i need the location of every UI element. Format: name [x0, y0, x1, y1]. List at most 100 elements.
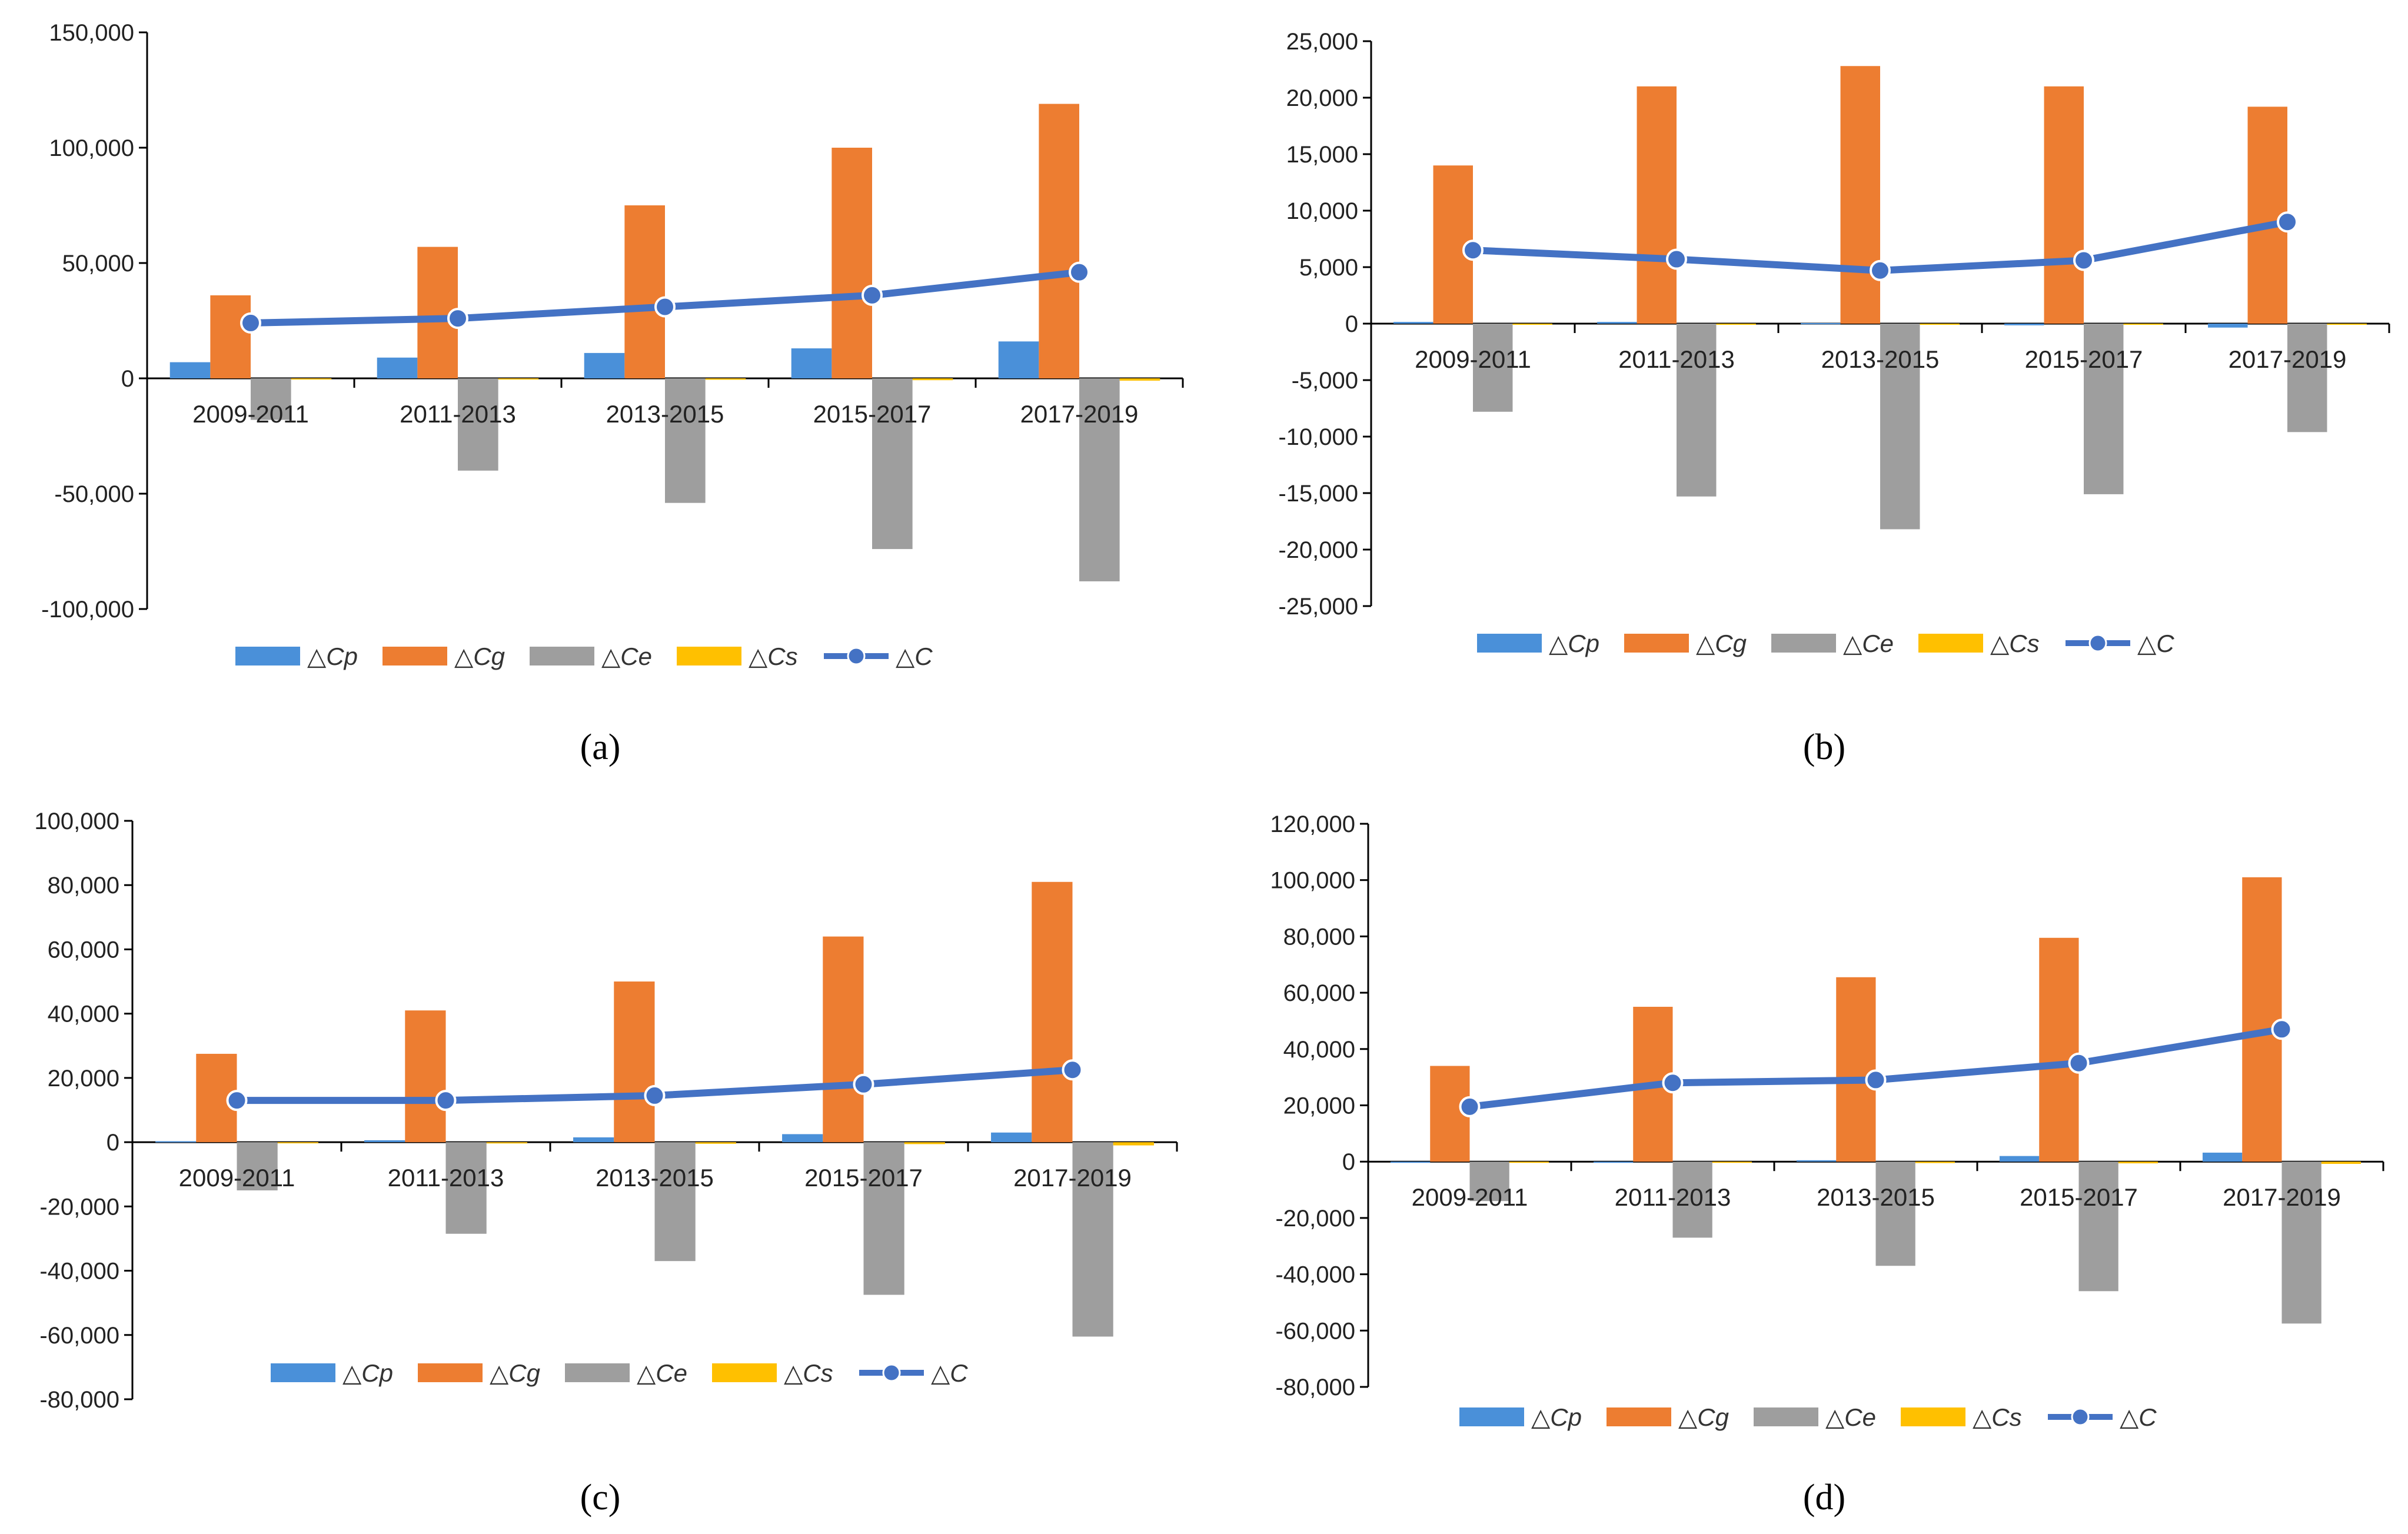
bar-dCp-2011-2013	[1593, 1162, 1634, 1163]
legend-label-dCe: △Ce	[637, 1359, 687, 1387]
bar-dCp-2015-2017	[2004, 324, 2044, 325]
point-dC-2013-2015	[1865, 1069, 1887, 1091]
x-category-label: 2017-2019	[2223, 1183, 2341, 1211]
x-category-label: 2013-2015	[606, 400, 724, 428]
y-tick-label: -60,000	[1275, 1318, 1355, 1344]
bar-dCg-2015-2017	[2044, 86, 2084, 324]
bar-dCe-2015-2017	[2078, 1162, 2118, 1292]
y-tick-label: -5,000	[1292, 368, 1358, 394]
y-tick-label: 40,000	[48, 1001, 119, 1027]
x-category-label: 2013-2015	[1817, 1183, 1935, 1211]
y-tick-label: -80,000	[39, 1387, 119, 1413]
y-tick-label: -50,000	[54, 481, 134, 507]
bar-dCs-2015-2017	[904, 1142, 945, 1144]
bar-dCs-2015-2017	[2118, 1162, 2158, 1164]
legend-label-dCe: △Ce	[1843, 630, 1894, 657]
x-category-label: 2015-2017	[2025, 345, 2143, 373]
legend-label-dCg: △Cg	[454, 643, 505, 670]
x-category-label: 2009-2011	[1412, 1183, 1528, 1211]
y-tick-label: 25,000	[1286, 29, 1358, 55]
legend-swatch-dCg	[1624, 634, 1689, 653]
bar-dCs-2011-2013	[1712, 1162, 1752, 1163]
bar-dCg-2013-2015	[614, 981, 655, 1143]
y-tick-label: 100,000	[34, 808, 119, 834]
point-dC-2009-2011	[1459, 1096, 1481, 1117]
legend-swatch-dCe	[565, 1363, 630, 1382]
bar-dCe-2017-2019	[2281, 1162, 2321, 1324]
bar-dCs-2013-2015	[1915, 1162, 1955, 1163]
y-tick-label: 150,000	[49, 20, 134, 46]
y-tick-label: -40,000	[1275, 1262, 1355, 1288]
point-dC-2011-2013	[435, 1090, 457, 1112]
bar-dCs-2015-2017	[2123, 324, 2163, 325]
x-category-label: 2013-2015	[1821, 345, 1940, 373]
bar-dCg-2009-2011	[210, 295, 251, 378]
bar-dCe-2013-2015	[654, 1142, 696, 1262]
y-tick-label: 20,000	[1286, 85, 1358, 111]
legend-label-dCs: △Cs	[1973, 1403, 2022, 1431]
bar-dCe-2013-2015	[1880, 324, 1920, 530]
bar-dCg-2013-2015	[1840, 66, 1880, 324]
legend-label-dCe: △Ce	[1825, 1403, 1876, 1431]
bar-dCg-2013-2015	[624, 205, 665, 378]
legend-label-dC: △C	[931, 1359, 968, 1387]
chart-panel-b: -25,000 -20,000 -15,000 -10,000 -5,000 0 5,000…	[1278, 29, 2390, 657]
y-tick-label: 15,000	[1286, 142, 1358, 168]
bar-dCp-2009-2011	[169, 362, 211, 378]
bar-dCp-2011-2013	[377, 357, 418, 378]
x-category-label: 2015-2017	[804, 1164, 923, 1192]
bar-dCp-2013-2015	[1801, 323, 1841, 325]
bar-dCe-2015-2017	[872, 378, 913, 550]
point-dC-2011-2013	[447, 308, 468, 330]
point-dC-2009-2011	[1462, 239, 1484, 261]
bar-dCe-2013-2015	[1875, 1162, 1915, 1266]
bar-dCs-2011-2013	[1716, 324, 1756, 325]
bar-dCg-2017-2019	[1039, 104, 1079, 378]
bar-dCs-2009-2011	[291, 378, 332, 380]
point-dC-2013-2015	[654, 296, 676, 318]
panel-label-d: (d)	[1803, 1478, 1845, 1518]
y-tick-label: 60,000	[1283, 980, 1355, 1006]
y-tick-label: -100,000	[41, 597, 134, 623]
bar-dCe-2011-2013	[445, 1142, 487, 1234]
legend-label-dCp: △Cp	[1531, 1403, 1582, 1431]
point-dC-2009-2011	[240, 312, 261, 334]
chart-panel-c: -80,000 -60,000 -40,000 -20,000 0 20,000 40,00…	[34, 808, 1178, 1413]
legend-marker-dC	[882, 1363, 901, 1382]
legend-marker-dC	[847, 647, 866, 665]
legend-swatch-dCs	[677, 647, 741, 665]
point-dC-2017-2019	[1062, 1059, 1083, 1081]
y-tick-label: 10,000	[1286, 198, 1358, 224]
bar-dCp-2017-2019	[2208, 324, 2248, 328]
x-category-label: 2017-2019	[2229, 345, 2347, 373]
bar-dCg-2011-2013	[405, 1010, 446, 1143]
bar-dCe-2009-2011	[1469, 1162, 1509, 1202]
bar-dCp-2015-2017	[782, 1134, 823, 1143]
bar-dCs-2017-2019	[1119, 378, 1160, 381]
bar-dCp-2009-2011	[155, 1141, 197, 1143]
panel-label-c: (c)	[580, 1478, 621, 1518]
y-tick-label: -60,000	[39, 1323, 119, 1349]
bar-dCe-2009-2011	[1473, 324, 1513, 412]
bar-dCe-2015-2017	[2084, 324, 2124, 494]
legend-swatch-dCs	[1901, 1407, 1965, 1426]
legend-label-dCg: △Cg	[1696, 630, 1747, 657]
bar-dCe-2011-2013	[1677, 324, 1717, 497]
legend-label-dCg: △Cg	[490, 1359, 540, 1387]
bar-dCp-2009-2011	[1390, 1162, 1431, 1163]
bar-dCs-2013-2015	[1920, 324, 1960, 325]
bar-dCe-2009-2011	[237, 1142, 278, 1191]
y-tick-label: 60,000	[48, 937, 119, 963]
legend-label-dC: △C	[2137, 630, 2174, 657]
point-dC-2017-2019	[1069, 261, 1090, 283]
bar-dCs-2009-2011	[277, 1142, 318, 1144]
point-dC-2015-2017	[2068, 1052, 2090, 1074]
y-tick-label: 40,000	[1283, 1037, 1355, 1063]
y-tick-label: -20,000	[1278, 537, 1358, 563]
point-dC-2009-2011	[226, 1090, 248, 1112]
point-dC-2015-2017	[862, 284, 883, 306]
bar-dCs-2009-2011	[1509, 1162, 1549, 1163]
y-tick-label: 120,000	[1270, 811, 1355, 837]
bar-dCs-2011-2013	[498, 378, 539, 380]
bar-dCp-2017-2019	[998, 341, 1039, 378]
